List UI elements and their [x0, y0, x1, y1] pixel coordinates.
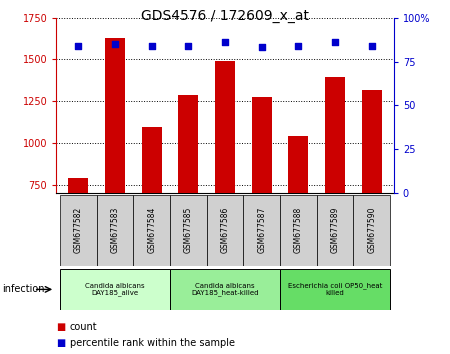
Bar — [317, 195, 353, 266]
Bar — [362, 90, 382, 310]
Text: GSM677588: GSM677588 — [294, 207, 303, 253]
Text: GSM677589: GSM677589 — [331, 207, 340, 253]
Text: Escherichia coli OP50_heat
killed: Escherichia coli OP50_heat killed — [288, 282, 382, 296]
Bar — [170, 269, 280, 310]
Text: GSM677585: GSM677585 — [184, 207, 193, 253]
Text: Candida albicans
DAY185_alive: Candida albicans DAY185_alive — [85, 282, 145, 296]
Bar — [325, 77, 345, 310]
Point — [295, 43, 302, 48]
Bar — [288, 136, 308, 310]
Bar — [178, 95, 198, 310]
Text: GSM677582: GSM677582 — [74, 207, 83, 253]
Text: ■: ■ — [56, 322, 66, 332]
Bar — [60, 195, 97, 266]
Bar — [68, 178, 88, 310]
Bar — [280, 195, 317, 266]
Point — [184, 43, 192, 48]
Point — [332, 39, 339, 45]
Bar — [105, 38, 125, 310]
Bar — [207, 195, 243, 266]
Bar — [243, 195, 280, 266]
Point — [258, 45, 265, 50]
Point — [75, 43, 82, 48]
Text: percentile rank within the sample: percentile rank within the sample — [70, 338, 235, 348]
Text: count: count — [70, 322, 97, 332]
Text: ■: ■ — [56, 338, 66, 348]
Bar — [252, 97, 272, 310]
Text: Candida albicans
DAY185_heat-killed: Candida albicans DAY185_heat-killed — [191, 282, 259, 296]
Bar — [353, 195, 390, 266]
Text: GSM677590: GSM677590 — [367, 207, 376, 253]
Text: GDS4576 / 172609_x_at: GDS4576 / 172609_x_at — [141, 9, 309, 23]
Text: GSM677584: GSM677584 — [147, 207, 156, 253]
Bar — [97, 195, 133, 266]
Bar — [280, 269, 390, 310]
Bar — [60, 269, 170, 310]
Text: GSM677587: GSM677587 — [257, 207, 266, 253]
Point — [368, 43, 375, 48]
Text: GSM677586: GSM677586 — [220, 207, 230, 253]
Point — [148, 43, 155, 48]
Point — [221, 39, 229, 45]
Bar — [133, 195, 170, 266]
Bar — [215, 61, 235, 310]
Point — [111, 41, 118, 47]
Text: infection: infection — [2, 284, 45, 295]
Text: GSM677583: GSM677583 — [110, 207, 119, 253]
Bar — [170, 195, 207, 266]
Bar — [142, 127, 162, 310]
